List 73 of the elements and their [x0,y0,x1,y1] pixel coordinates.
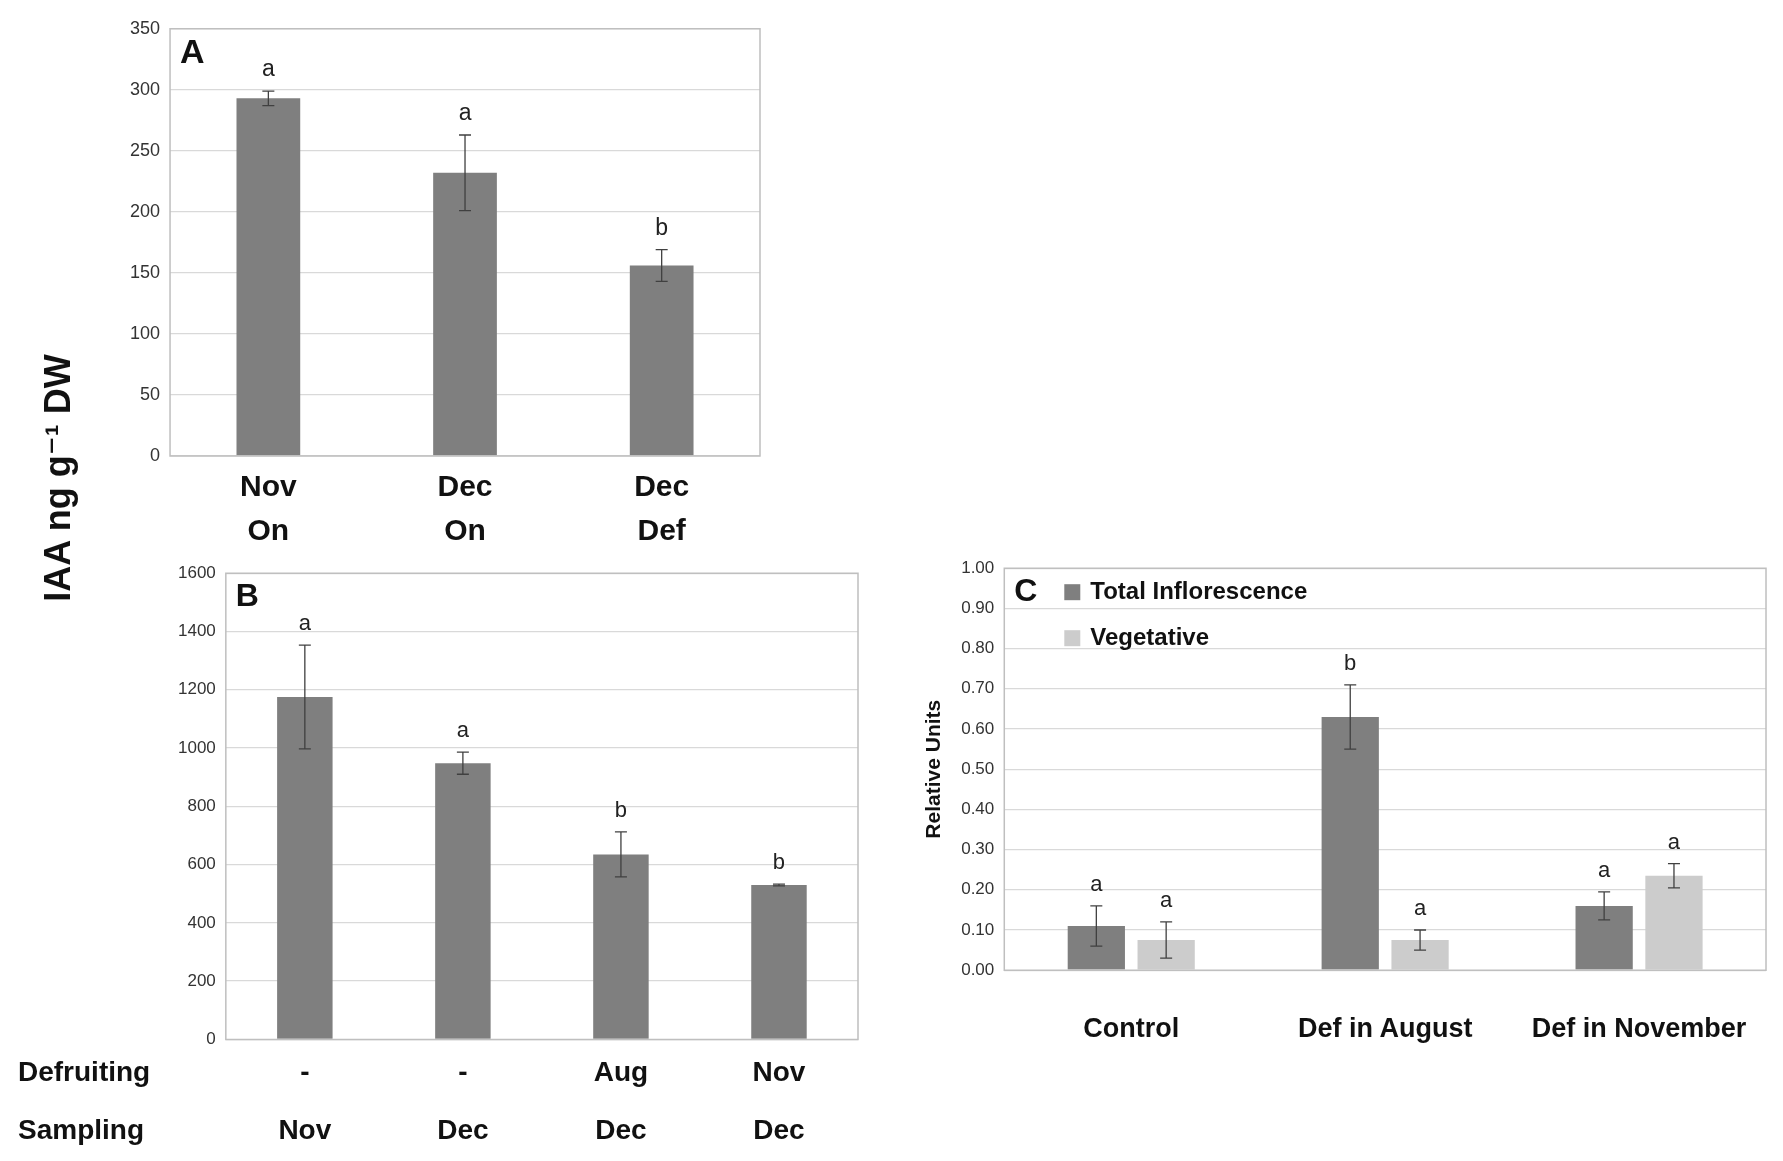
x-tick-label: Dec Def [634,469,690,546]
y-tick-label: 800 [187,795,216,815]
bar [236,98,301,456]
y-tick-label: 0.50 [961,758,995,778]
bar [277,697,333,1039]
y-tick-label: 0.60 [961,718,995,738]
y-tick-label: 0.20 [961,879,995,899]
x-tick-label: Nov On [240,469,298,546]
y-tick-label: 0.80 [961,638,995,658]
y-tick-label: 0.90 [961,598,995,618]
y-tick-label: 400 [187,912,216,932]
y-tick-label: 250 [129,139,161,160]
y-tick-label: 0.10 [961,919,995,939]
data-label: b [1344,649,1357,675]
y-tick-label: 1600 [177,562,216,582]
y-tick-label: 0 [150,444,161,465]
bar [593,854,649,1039]
y-tick-label: 1400 [177,621,216,641]
text: Defruiting [18,1055,151,1087]
bar [629,265,694,456]
bar [1575,905,1633,970]
data-label: a [1667,828,1681,854]
y-tick-label: 0 [206,1029,216,1049]
bar [435,763,491,1039]
y-tick-label: 1000 [177,737,216,757]
x-tick-label: - Nov [278,1055,332,1146]
bar [1137,940,1195,970]
legend-label: Vegetative [1090,622,1210,650]
bar [1391,940,1449,970]
legend-label: Total Inflorescence [1090,576,1308,604]
y-tick-label: 600 [187,854,216,874]
y-tick-label: 0.00 [961,959,995,979]
text: Sampling [18,1114,145,1146]
chart-title: A [180,32,205,71]
y-tick-label: 300 [129,78,161,99]
y-tick-label: 0.70 [961,678,995,698]
data-label: b [772,849,786,875]
y-tick-label: 1.00 [961,557,995,577]
data-label: a [458,98,472,125]
bar [1321,716,1379,970]
bar [1067,925,1125,970]
chart-title: C [1014,572,1038,609]
chart-title: B [235,577,259,614]
data-label: b [655,213,669,240]
data-label: a [1090,870,1104,896]
y-tick-label: 150 [129,261,161,282]
y-tick-label: 50 [140,383,161,404]
x-tick-label: Def in November [1531,1012,1747,1043]
data-label: a [1598,856,1612,882]
y-axis-title: IAA ng g⁻¹ DW [37,354,79,602]
data-label: a [298,610,312,636]
y-tick-label: 0.40 [961,799,995,819]
y-tick-label: 350 [129,17,161,38]
x-tick-label: Aug Dec [593,1055,649,1146]
bar [751,884,807,1039]
data-label: a [1160,887,1174,913]
y-tick-label: 1200 [177,679,216,699]
y-tick-label: 100 [129,322,161,343]
data-label: a [1413,895,1427,921]
y-tick-label: 0.30 [961,839,995,859]
data-label: b [614,797,628,822]
x-tick-label: Dec On [437,469,493,546]
y-tick-label: 200 [129,200,161,221]
data-label: a [456,717,470,743]
data-label: a [261,54,275,81]
x-tick-label: Control [1083,1012,1180,1043]
y-axis-title: Relative Units [921,699,945,839]
x-tick-label: Nov Dec [752,1055,806,1146]
bar [1645,875,1703,970]
bar [433,172,497,456]
x-tick-label: Def in August [1297,1012,1473,1043]
x-tick-label: - Dec [437,1055,489,1146]
y-tick-label: 200 [187,970,216,990]
